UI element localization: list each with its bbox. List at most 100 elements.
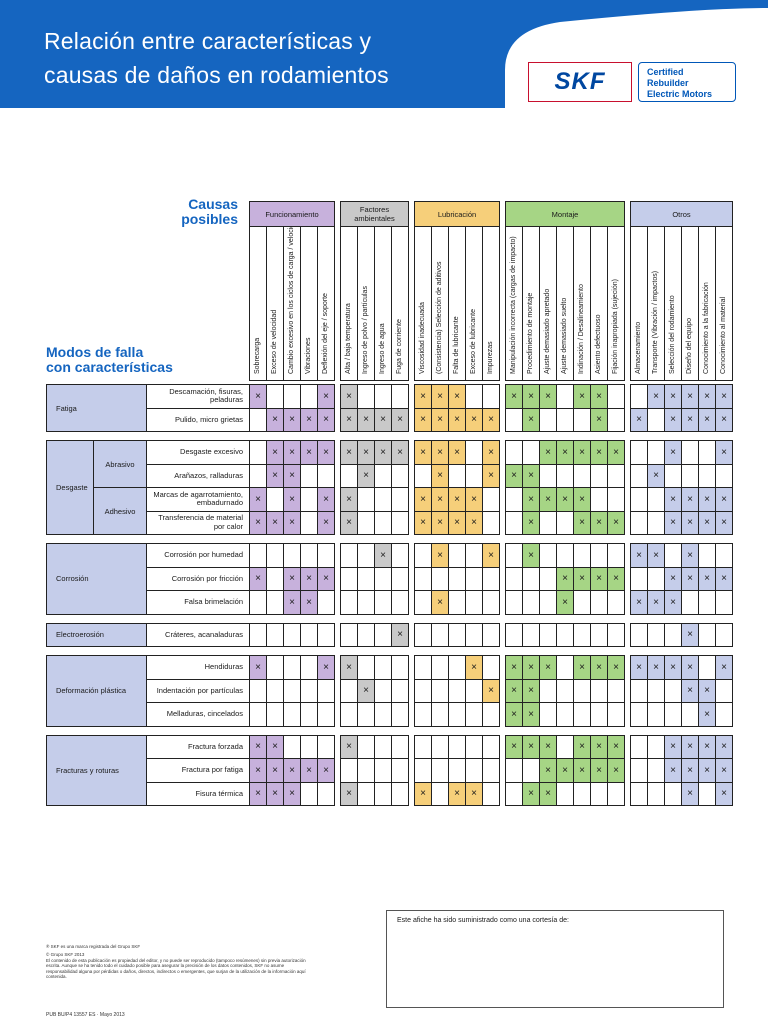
- failure-mode-label: Corrosión: [46, 543, 147, 615]
- empty-cell: [482, 566, 500, 591]
- cause-mark-cell-text: ×: [653, 596, 659, 608]
- causas-posibles-heading: Causas posibles: [181, 197, 238, 227]
- cause-mark-cell-text: ×: [289, 414, 295, 426]
- empty-cell: [266, 566, 284, 591]
- cause-mark-cell: ×: [283, 758, 301, 783]
- empty-cell: [374, 702, 392, 727]
- empty-cell: [539, 566, 557, 591]
- failure-characteristic-label-text: Desgaste excesivo: [180, 447, 243, 456]
- cause-group-header: Funcionamiento: [249, 201, 335, 227]
- cause-mark-cell: ×: [266, 734, 284, 759]
- cause-mark-cell-text: ×: [687, 493, 693, 505]
- cause-mark-cell: ×: [647, 655, 665, 680]
- empty-cell: [431, 734, 449, 759]
- cause-mark-cell: ×: [431, 590, 449, 615]
- empty-cell: [539, 590, 557, 615]
- empty-cell: [300, 510, 318, 535]
- empty-cell: [539, 407, 557, 432]
- cause-mark-cell: ×: [300, 566, 318, 591]
- empty-cell: [630, 758, 648, 783]
- page-title-line-1: Relación entre características y: [44, 28, 372, 54]
- cause-mark-cell: ×: [317, 487, 335, 512]
- empty-cell: [664, 622, 682, 647]
- cause-mark-cell-text: ×: [420, 788, 426, 800]
- cause-mark-cell: ×: [573, 487, 591, 512]
- cause-mark-cell: ×: [607, 758, 625, 783]
- cause-mark-cell-text: ×: [363, 470, 369, 482]
- cause-mark-cell-text: ×: [721, 414, 727, 426]
- cause-mark-cell: ×: [465, 487, 483, 512]
- empty-cell: [698, 622, 716, 647]
- failure-characteristic-label: Arañazos, ralladuras: [146, 463, 250, 488]
- empty-cell: [357, 758, 375, 783]
- cause-column-text: Procedimiento de montaje: [527, 292, 534, 374]
- cause-mark-cell-text: ×: [511, 741, 517, 753]
- cause-column-label: Vibraciones: [300, 226, 318, 381]
- cause-column-text: Ingreso de polvo / partículas: [362, 286, 369, 374]
- empty-cell: [414, 566, 432, 591]
- empty-cell: [715, 678, 733, 703]
- cause-mark-cell: ×: [556, 487, 574, 512]
- empty-cell: [482, 487, 500, 512]
- empty-cell: [630, 384, 648, 409]
- empty-cell: [482, 734, 500, 759]
- cause-mark-cell-text: ×: [613, 741, 619, 753]
- cause-mark-cell: ×: [482, 678, 500, 703]
- cause-mark-cell: ×: [681, 407, 699, 432]
- empty-cell: [414, 622, 432, 647]
- empty-cell: [340, 678, 358, 703]
- empty-cell: [317, 463, 335, 488]
- cause-column-label: Conocimiento a la fabricación: [698, 226, 716, 381]
- cause-mark-cell: ×: [539, 655, 557, 680]
- cause-mark-cell-text: ×: [687, 661, 693, 673]
- cause-mark-cell-text: ×: [704, 764, 710, 776]
- empty-cell: [522, 590, 540, 615]
- certified-rebuilder-badge: Certified Rebuilder Electric Motors: [638, 62, 736, 102]
- empty-cell: [664, 781, 682, 806]
- cause-mark-cell-text: ×: [636, 596, 642, 608]
- cause-mark-cell-text: ×: [670, 741, 676, 753]
- failure-mode-label-text: Desgaste: [56, 483, 88, 492]
- empty-cell: [482, 655, 500, 680]
- empty-cell: [340, 702, 358, 727]
- cause-mark-cell: ×: [681, 543, 699, 568]
- empty-cell: [249, 590, 267, 615]
- empty-cell: [431, 566, 449, 591]
- empty-cell: [505, 781, 523, 806]
- empty-cell: [505, 566, 523, 591]
- cause-mark-cell: ×: [664, 566, 682, 591]
- empty-cell: [465, 566, 483, 591]
- empty-cell: [556, 543, 574, 568]
- cause-mark-cell: ×: [607, 655, 625, 680]
- cause-mark-cell: ×: [317, 407, 335, 432]
- cause-mark-cell: ×: [664, 590, 682, 615]
- empty-cell: [539, 463, 557, 488]
- empty-cell: [448, 702, 466, 727]
- empty-cell: [664, 702, 682, 727]
- empty-cell: [414, 655, 432, 680]
- cause-column-label: Exceso de lubricante: [465, 226, 483, 381]
- empty-cell: [590, 781, 608, 806]
- cause-mark-cell-text: ×: [704, 517, 710, 529]
- empty-cell: [340, 463, 358, 488]
- cause-mark-cell-text: ×: [636, 414, 642, 426]
- empty-cell: [374, 678, 392, 703]
- cause-mark-cell: ×: [539, 487, 557, 512]
- cause-mark-cell-text: ×: [596, 764, 602, 776]
- empty-cell: [300, 678, 318, 703]
- cause-mark-cell: ×: [505, 702, 523, 727]
- cause-mark-cell: ×: [448, 407, 466, 432]
- cause-mark-cell-text: ×: [670, 414, 676, 426]
- cause-mark-cell-text: ×: [346, 390, 352, 402]
- cause-mark-cell: ×: [249, 487, 267, 512]
- cause-mark-cell-text: ×: [545, 493, 551, 505]
- empty-cell: [630, 702, 648, 727]
- empty-cell: [340, 590, 358, 615]
- cause-mark-cell: ×: [283, 463, 301, 488]
- empty-cell: [715, 622, 733, 647]
- empty-cell: [647, 781, 665, 806]
- failure-characteristic-label-text: Fractura forzada: [187, 741, 243, 751]
- failure-characteristic-label: Fisura térmica: [146, 781, 250, 806]
- trademark-note: ® SKF es una marca registrada del Grupo …: [46, 944, 311, 950]
- cause-mark-cell-text: ×: [420, 517, 426, 529]
